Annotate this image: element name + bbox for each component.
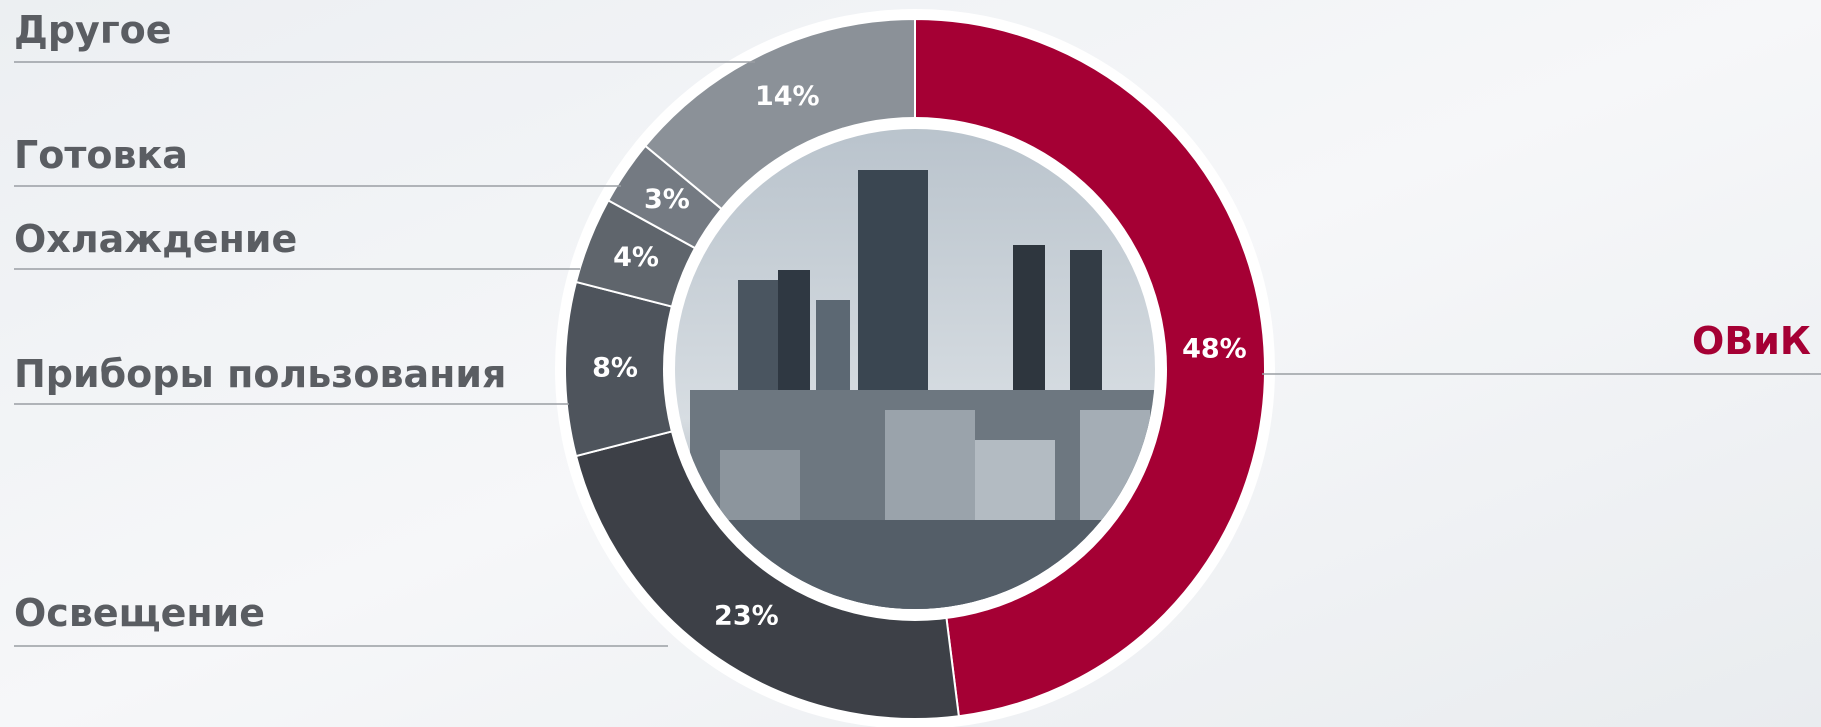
value-label: 48% bbox=[1182, 334, 1247, 365]
value-label: 14% bbox=[755, 81, 820, 112]
value-label: 3% bbox=[644, 184, 690, 215]
category-label: Освещение bbox=[14, 591, 265, 635]
category-label: Готовка bbox=[14, 133, 188, 177]
chart: 48% ОВиК 23% Освещение 8% Приборы пользования… bbox=[0, 0, 1821, 727]
value-label: 4% bbox=[613, 242, 659, 273]
category-label: Другое bbox=[14, 8, 172, 52]
category-label: Охлаждение bbox=[14, 217, 297, 261]
value-label: 8% bbox=[592, 353, 638, 384]
value-label: 23% bbox=[714, 601, 779, 632]
page: {"chart_data": {"type": "pie", "categori… bbox=[0, 0, 1821, 727]
category-label: Приборы пользования bbox=[14, 352, 506, 396]
category-label: ОВиК bbox=[1692, 319, 1811, 363]
